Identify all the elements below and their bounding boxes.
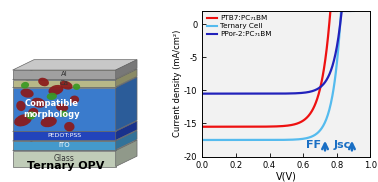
Text: Ternary OPV: Ternary OPV <box>27 161 105 171</box>
Polygon shape <box>116 121 137 140</box>
Polygon shape <box>13 140 137 151</box>
Ellipse shape <box>70 96 79 104</box>
Ellipse shape <box>60 81 73 90</box>
Polygon shape <box>13 70 116 79</box>
Ellipse shape <box>56 104 68 112</box>
Polygon shape <box>13 80 116 87</box>
Text: Glass: Glass <box>54 154 74 163</box>
Ellipse shape <box>73 84 80 90</box>
Polygon shape <box>13 60 137 70</box>
Y-axis label: Current density (mA/cm²): Current density (mA/cm²) <box>174 30 183 137</box>
Ellipse shape <box>21 82 29 88</box>
Polygon shape <box>13 69 137 80</box>
Polygon shape <box>116 60 137 79</box>
Polygon shape <box>13 131 116 140</box>
Polygon shape <box>13 141 116 150</box>
Ellipse shape <box>28 108 38 117</box>
Polygon shape <box>116 77 137 131</box>
Ellipse shape <box>26 112 36 120</box>
Text: ITO: ITO <box>58 142 70 148</box>
Text: Ca: Ca <box>60 80 69 86</box>
Ellipse shape <box>48 85 64 95</box>
Ellipse shape <box>20 89 34 98</box>
Ellipse shape <box>16 101 26 111</box>
Text: Al: Al <box>61 71 68 77</box>
Ellipse shape <box>47 93 57 100</box>
Polygon shape <box>116 140 137 167</box>
X-axis label: V(V): V(V) <box>276 172 297 182</box>
Text: PEDOT:PSS: PEDOT:PSS <box>47 133 81 138</box>
Polygon shape <box>13 77 137 88</box>
Ellipse shape <box>40 116 57 127</box>
Ellipse shape <box>14 114 32 126</box>
Text: FF: FF <box>306 140 321 150</box>
Text: Jsc: Jsc <box>333 140 350 150</box>
Polygon shape <box>13 88 116 131</box>
Polygon shape <box>13 151 116 167</box>
Text: Compatible
morphology: Compatible morphology <box>23 99 80 119</box>
Polygon shape <box>13 121 137 131</box>
Ellipse shape <box>31 98 45 108</box>
Ellipse shape <box>64 122 74 131</box>
Polygon shape <box>116 131 137 150</box>
Ellipse shape <box>60 111 68 117</box>
Polygon shape <box>13 131 137 141</box>
Polygon shape <box>116 69 137 87</box>
Ellipse shape <box>38 78 49 86</box>
Legend: PTB7:PC₇₁BM, Ternary Cell, PPor-2:PC₇₁BM: PTB7:PC₇₁BM, Ternary Cell, PPor-2:PC₇₁BM <box>206 15 273 38</box>
